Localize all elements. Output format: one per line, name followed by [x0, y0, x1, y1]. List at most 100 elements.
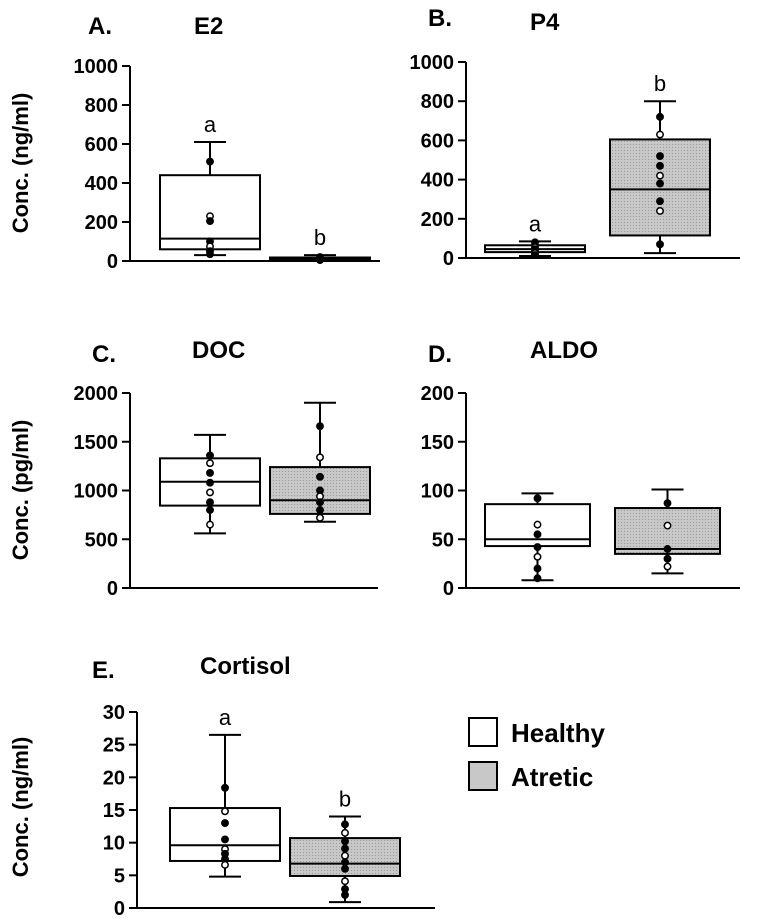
panel-c-atretic-point	[316, 498, 324, 507]
panel-b-letter: B.	[428, 5, 452, 32]
panel-e-ytick-label: 5	[114, 865, 125, 887]
panel-d-ytick-label: 150	[421, 432, 454, 454]
panel-a-title: E2	[194, 13, 223, 40]
panel-d-atretic-point	[663, 499, 672, 508]
panel-e-ytick-label: 0	[114, 898, 125, 920]
legend-label-healthy: Healthy	[511, 718, 605, 748]
panel-d-healthy-point	[533, 494, 542, 503]
panel-c-healthy-point	[206, 506, 214, 514]
panel-b-ytick-label: 200	[421, 209, 454, 231]
panel-a-ytick-label: 400	[85, 173, 118, 195]
panel-a-healthy-sig-letter: a	[204, 112, 217, 137]
panel-c-healthy-point	[206, 498, 214, 507]
panel-c-healthy-point	[206, 469, 214, 477]
panel-d-healthy-point	[533, 520, 542, 529]
panel-e-atretic-point	[341, 890, 349, 899]
panel-b-atretic-point	[656, 112, 664, 121]
panel-b-atretic-point	[656, 197, 664, 206]
panel-e-atretic-point	[341, 858, 349, 867]
panel-a-plot: 0 200 400 600 800 1000 a b	[74, 56, 380, 273]
panel-d-healthy-point	[533, 564, 542, 573]
panel-a-ytick-label: 800	[85, 95, 118, 117]
panel-b-healthy-point	[531, 251, 539, 260]
panel-c-ytick-label: 1000	[74, 481, 119, 503]
panel-a-healthy-point	[206, 157, 214, 166]
panel-d-ytick-label: 50	[432, 529, 454, 551]
panel-b-atretic-point	[656, 171, 664, 180]
panel-d-ytick-label: 0	[443, 578, 454, 600]
panel-b-atretic-point	[656, 161, 664, 170]
panel-b-title: P4	[530, 9, 560, 36]
panel-c-title: DOC	[192, 337, 245, 364]
panel-a-atretic-point	[316, 256, 324, 264]
panel-b-atretic-point	[656, 179, 664, 188]
panel-d-atretic-point	[663, 545, 672, 553]
panel-e-healthy-point	[221, 783, 229, 792]
panel-a-healthy-point	[206, 250, 214, 259]
panel-a-letter: A.	[88, 13, 112, 40]
panel-c-healthy-point	[206, 520, 214, 529]
panel-e-healthy-point	[221, 860, 229, 869]
legend-swatch-healthy	[468, 717, 498, 747]
panel-e-healthy-point	[221, 819, 229, 828]
panel-d-letter: D.	[428, 341, 452, 368]
panel-b-atretic-point	[656, 130, 664, 139]
panel-d-plot: 0 50 100 150 200	[421, 383, 740, 600]
panel-a-ytick-label: 1000	[74, 56, 119, 78]
panel-e-ytick-label: 15	[103, 800, 125, 822]
panel-e-atretic-sig-letter: b	[339, 787, 351, 812]
panel-c-atretic-point	[316, 513, 324, 522]
panel-c-letter: C.	[92, 341, 116, 368]
panel-b-atretic-point	[656, 152, 664, 161]
panel-e-atretic-point	[341, 864, 349, 873]
panel-a-ylabel: Conc. (ng/ml)	[8, 93, 33, 234]
panel-e-plot: 0 5 10 15 20 25 30 a b	[103, 702, 435, 920]
panel-d-healthy-point	[533, 552, 542, 561]
panel-e-healthy-point	[221, 807, 229, 816]
panel-c-healthy-point	[206, 451, 214, 460]
panel-d-ytick-label: 100	[421, 481, 454, 503]
panel-a-ytick-label: 200	[85, 212, 118, 234]
panel-e-title: Cortisol	[200, 653, 291, 680]
panel-d-healthy-point	[533, 530, 542, 539]
panel-e-healthy-sig-letter: a	[219, 705, 232, 730]
panel-c-ytick-label: 2000	[74, 383, 119, 405]
panel-c-ytick-label: 0	[107, 578, 118, 600]
panel-b-ytick-label: 0	[443, 248, 454, 270]
legend-swatch-atretic	[468, 761, 498, 791]
panel-b-atretic-point	[656, 207, 664, 215]
panel-a-ytick-label: 600	[85, 134, 118, 156]
panel-e-letter: E.	[92, 657, 115, 684]
panel-c-atretic-point	[316, 506, 324, 514]
panel-e-atretic-point	[341, 851, 349, 860]
panel-e-atretic-point	[341, 877, 349, 886]
panel-b-ytick-label: 800	[421, 91, 454, 113]
panel-e-atretic-point	[341, 828, 349, 837]
panel-d-atretic-point	[663, 562, 672, 571]
panel-a-ytick-label: 0	[107, 251, 118, 273]
panel-e-healthy-point	[221, 835, 229, 844]
panel-d-ytick-label: 200	[421, 383, 454, 405]
panel-b-atretic-sig-letter: b	[654, 71, 666, 96]
panel-e-atretic-point	[341, 820, 349, 829]
panel-c-atretic-point	[316, 453, 324, 462]
panel-d-atretic-point	[663, 521, 672, 530]
panel-c-atretic-point	[316, 422, 324, 431]
panel-c-plot: 0 500 1000 1500 2000	[74, 383, 378, 600]
panel-a-healthy-point	[206, 217, 214, 225]
panel-a-atretic-sig-letter: b	[314, 225, 326, 250]
legend-label-atretic: Atretic	[511, 762, 593, 792]
panel-e-atretic-point	[341, 837, 349, 846]
panel-e-atretic-point	[341, 844, 349, 853]
panel-b-ytick-label: 1000	[410, 52, 455, 74]
panel-d-healthy-point	[533, 543, 542, 551]
panel-d-healthy-point	[533, 574, 542, 583]
panel-c-ytick-label: 1500	[74, 432, 119, 454]
panel-c-healthy-point	[206, 478, 214, 487]
panel-b-healthy-sig-letter: a	[529, 211, 542, 236]
panel-e-ytick-label: 30	[103, 702, 125, 724]
panel-b-ytick-label: 600	[421, 130, 454, 152]
panel-e-ytick-label: 25	[103, 735, 125, 757]
panel-e-ytick-label: 20	[103, 767, 125, 789]
